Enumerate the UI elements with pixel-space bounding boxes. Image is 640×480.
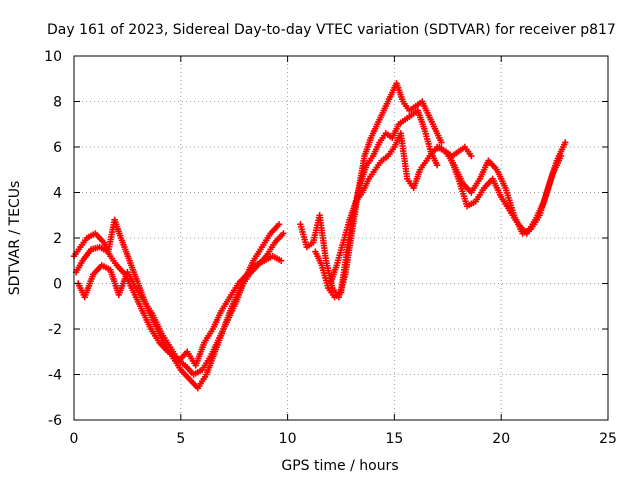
tick-labels-layer: 0 5 10 15 20 25 -6 -4 -2 0 2 4 6 8 10 bbox=[44, 49, 617, 447]
data-point bbox=[280, 230, 287, 237]
y-tick-label: 10 bbox=[44, 49, 62, 65]
data-point bbox=[468, 152, 475, 160]
data-point bbox=[433, 162, 441, 169]
x-tick-label: 10 bbox=[279, 431, 297, 447]
y-tick-label: -4 bbox=[48, 368, 62, 384]
data-point bbox=[275, 221, 283, 228]
y-tick-label: 0 bbox=[53, 277, 62, 293]
series-track-b bbox=[72, 216, 287, 392]
y-axis-label: SDTVAR / TECUs bbox=[7, 181, 23, 296]
series-track-h bbox=[446, 152, 565, 237]
x-tick-label: 0 bbox=[70, 431, 79, 447]
y-tick-label: 2 bbox=[53, 231, 62, 247]
y-tick-label: 8 bbox=[53, 95, 62, 111]
x-tick-label: 20 bbox=[492, 431, 510, 447]
data-points-layer bbox=[70, 80, 569, 392]
grid-layer bbox=[74, 56, 608, 420]
y-tick-label: -2 bbox=[48, 322, 62, 338]
series-track-c bbox=[75, 253, 285, 369]
x-tick-label: 5 bbox=[176, 431, 185, 447]
ticks-layer bbox=[73, 55, 609, 421]
y-tick-label: 4 bbox=[53, 186, 62, 202]
data-point bbox=[562, 139, 569, 146]
chart-title: Day 161 of 2023, Sidereal Day-to-day VTE… bbox=[47, 22, 616, 38]
data-point bbox=[557, 152, 565, 160]
data-point bbox=[438, 139, 445, 146]
x-axis-label: GPS time / hours bbox=[281, 458, 398, 474]
x-tick-label: 25 bbox=[599, 431, 617, 447]
y-tick-label: 6 bbox=[53, 140, 62, 156]
y-tick-label: -6 bbox=[48, 413, 62, 429]
data-point bbox=[277, 257, 285, 264]
x-tick-label: 15 bbox=[385, 431, 403, 447]
